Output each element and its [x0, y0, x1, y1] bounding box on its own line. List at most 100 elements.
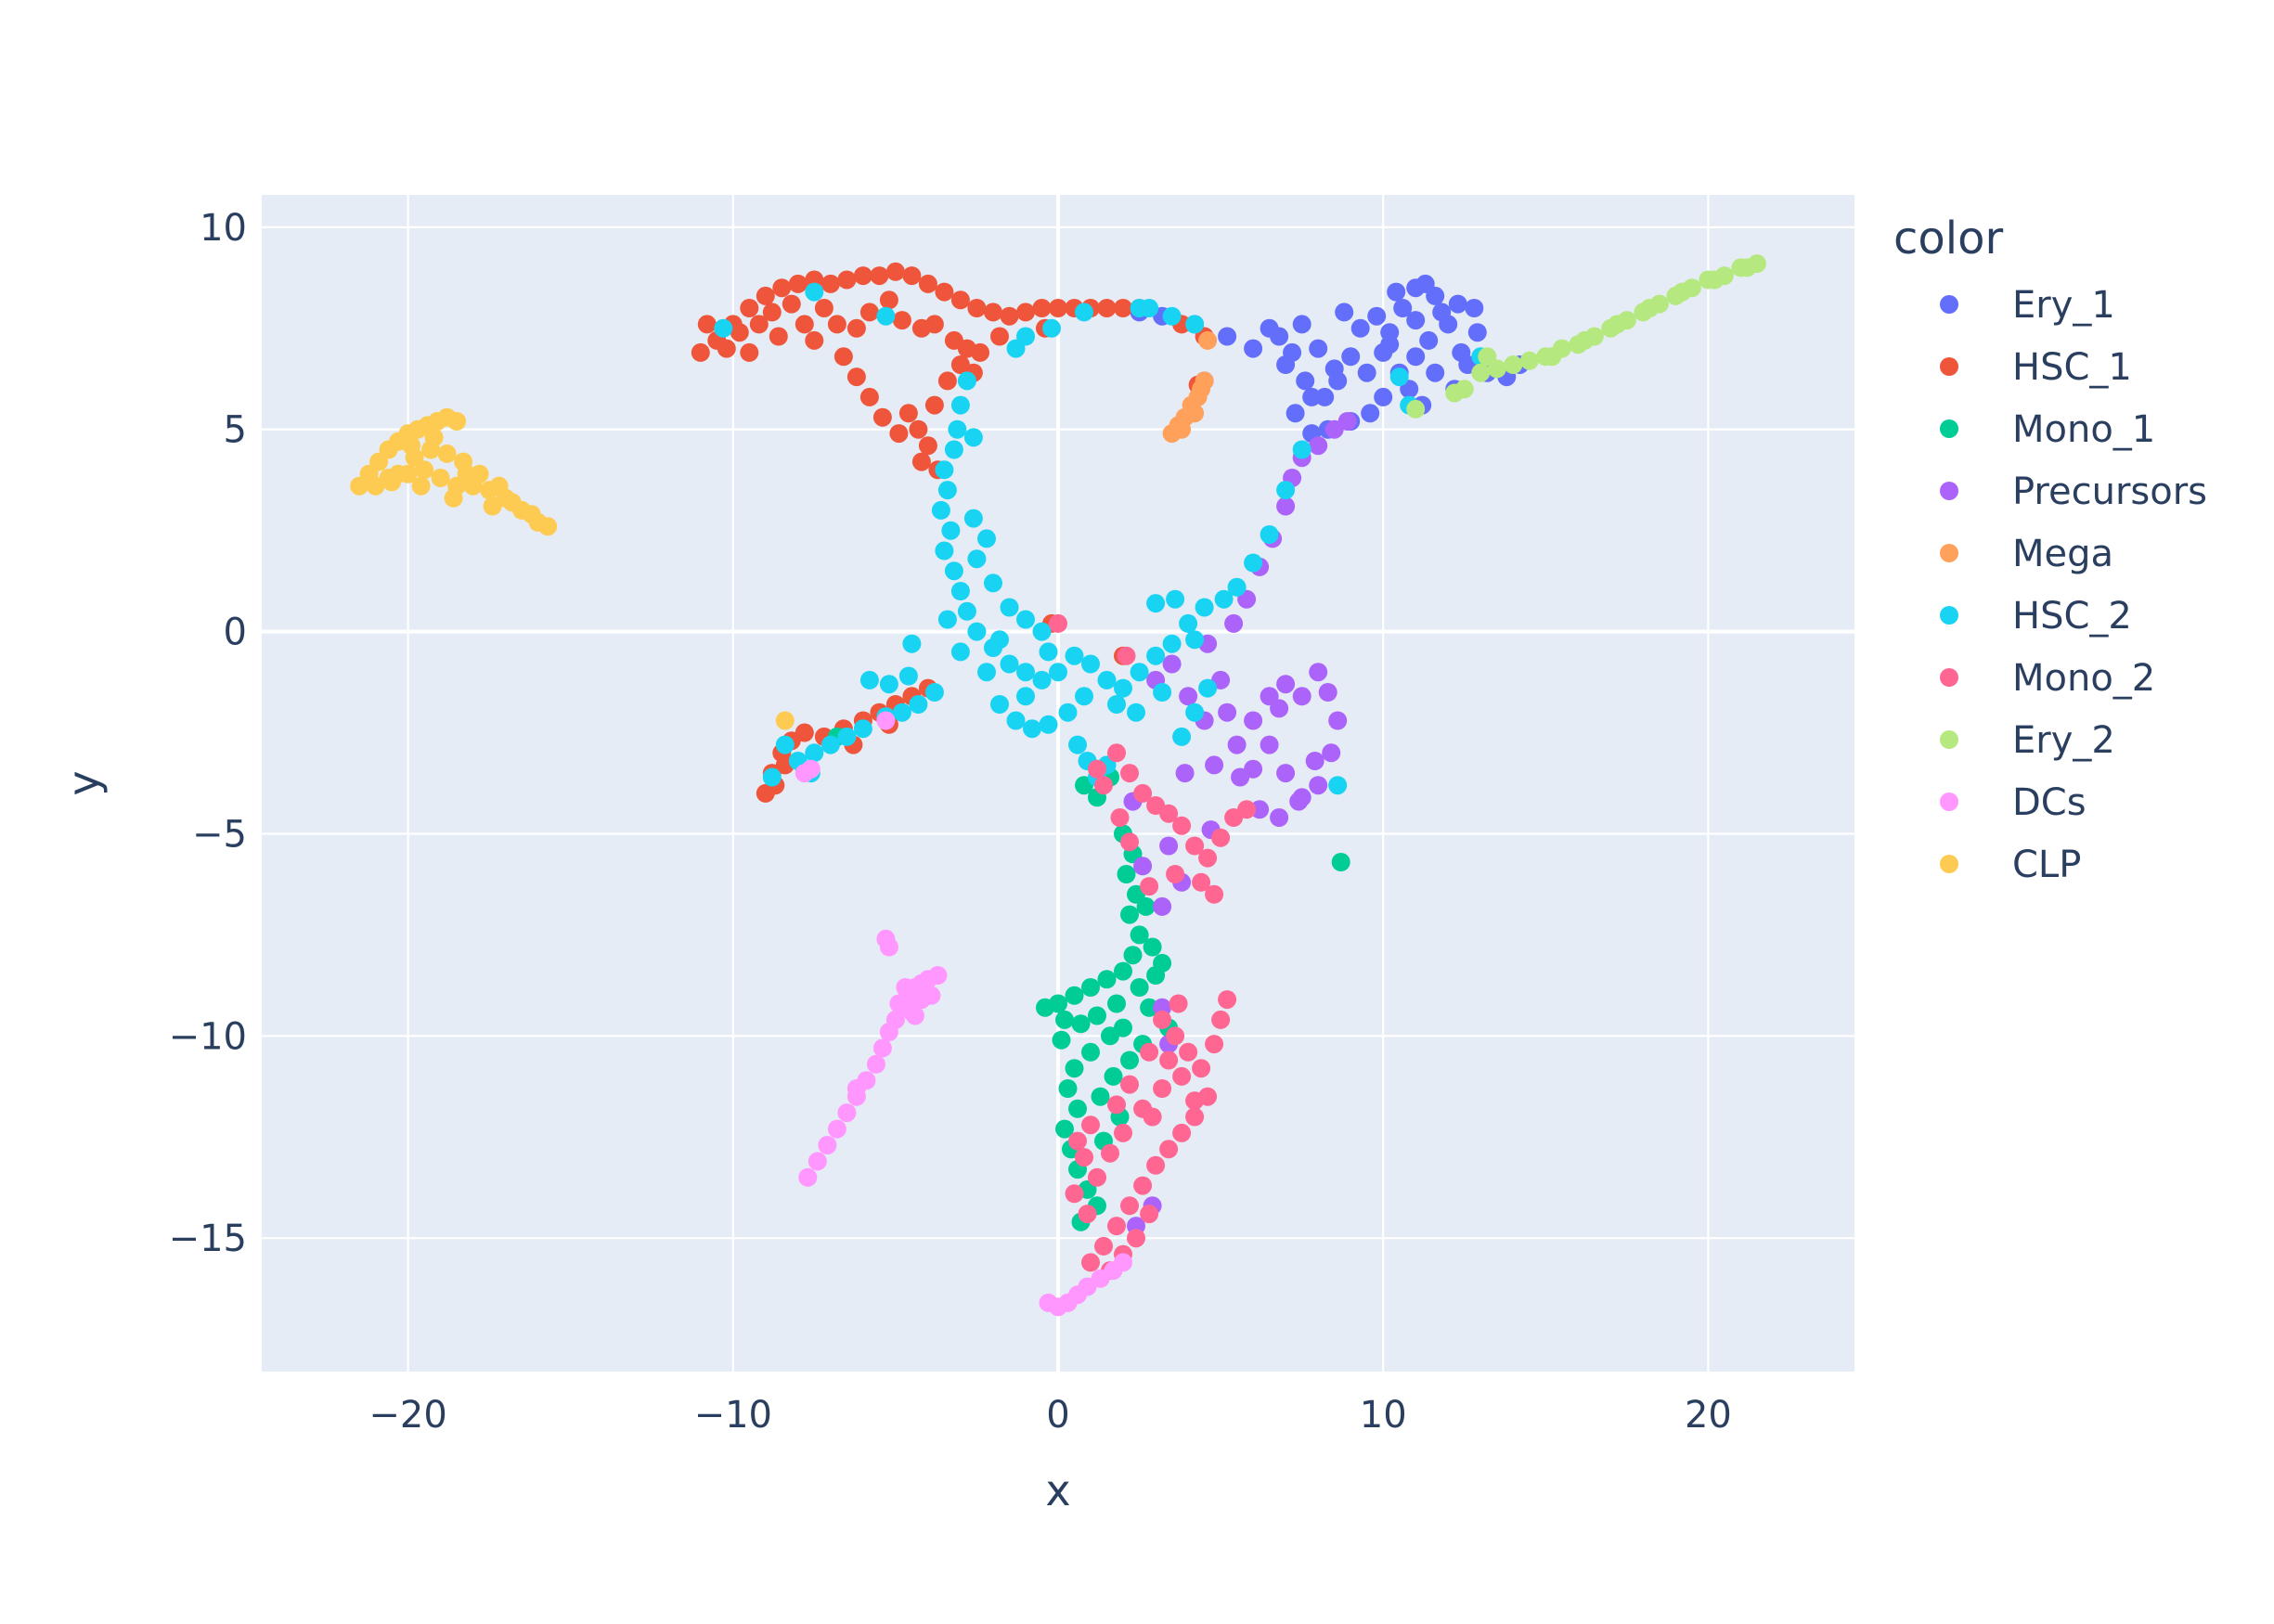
- legend-item-mega[interactable]: Mega: [1940, 533, 2113, 575]
- data-point: [1309, 436, 1328, 456]
- legend-item-hsc-1[interactable]: HSC_1: [1940, 346, 2132, 389]
- data-point: [1331, 853, 1350, 871]
- data-point: [1380, 323, 1400, 342]
- data-point: [1504, 355, 1523, 374]
- data-point: [1071, 1014, 1091, 1034]
- data-point: [1159, 836, 1179, 856]
- data-point: [944, 561, 963, 581]
- data-point: [1374, 387, 1393, 406]
- data-point: [1068, 735, 1087, 754]
- data-point: [1153, 1010, 1172, 1029]
- data-point: [1478, 347, 1497, 367]
- data-point: [1276, 764, 1296, 783]
- data-point: [1000, 598, 1019, 617]
- data-point: [1374, 342, 1393, 362]
- data-point: [1195, 598, 1214, 617]
- data-point: [950, 582, 970, 600]
- data-point: [1322, 743, 1341, 763]
- data-point: [1415, 274, 1435, 293]
- y-tick-label: −10: [169, 1015, 247, 1058]
- data-point: [1088, 1006, 1106, 1025]
- data-point: [1094, 776, 1113, 795]
- data-point: [1705, 270, 1725, 290]
- legend-item-ery-2[interactable]: Ery_2: [1940, 719, 2115, 762]
- data-point: [859, 303, 879, 322]
- legend-item-dcs[interactable]: DCs: [1940, 781, 2087, 824]
- data-point: [411, 476, 431, 496]
- data-point: [876, 306, 896, 326]
- data-point: [937, 371, 957, 391]
- legend-marker: [1940, 668, 1958, 687]
- data-point: [1169, 994, 1188, 1013]
- data-point: [1218, 990, 1237, 1010]
- legend-marker: [1940, 419, 1958, 438]
- data-point: [1260, 318, 1279, 338]
- data-point: [1270, 808, 1289, 827]
- data-point: [1162, 306, 1182, 326]
- legend-item-mono-1[interactable]: Mono_1: [1940, 408, 2155, 451]
- legend-label: CLP: [2012, 844, 2081, 886]
- legend-marker: [1940, 793, 1958, 811]
- data-point: [1244, 339, 1263, 358]
- data-point: [1175, 764, 1195, 783]
- data-point: [1049, 299, 1067, 317]
- data-point: [820, 274, 840, 293]
- data-point: [1107, 743, 1126, 763]
- data-point: [805, 282, 824, 302]
- data-point: [1032, 670, 1052, 690]
- data-point: [924, 395, 944, 415]
- data-point: [1185, 702, 1205, 722]
- data-point: [1133, 1176, 1153, 1195]
- legend[interactable]: color Ery_1 HSC_1 Mono_1 Precursors Mega HSC_…: [1893, 213, 2207, 886]
- data-point: [762, 767, 782, 787]
- data-point: [1357, 363, 1376, 382]
- legend-label: HSC_1: [2012, 346, 2132, 389]
- data-point: [1130, 978, 1149, 997]
- data-point: [691, 342, 710, 362]
- data-point: [984, 303, 1002, 322]
- legend-item-clp[interactable]: CLP: [1940, 844, 2081, 886]
- data-point: [1162, 654, 1182, 674]
- data-point: [489, 476, 509, 496]
- data-point: [1104, 1066, 1123, 1086]
- data-point: [1000, 654, 1019, 674]
- data-point: [818, 1136, 837, 1154]
- legend-item-ery-1[interactable]: Ery_1: [1940, 284, 2115, 327]
- data-point: [846, 318, 866, 338]
- data-point: [1162, 634, 1182, 653]
- data-point: [1127, 1229, 1145, 1248]
- data-point: [967, 299, 987, 317]
- legend-item-precursors[interactable]: Precursors: [1940, 470, 2207, 513]
- data-point: [915, 982, 935, 1001]
- data-point: [502, 493, 522, 512]
- legend-item-mono-2[interactable]: Mono_2: [1940, 657, 2155, 700]
- legend-item-hsc-2[interactable]: HSC_2: [1940, 595, 2132, 638]
- data-point: [1608, 315, 1627, 334]
- data-point: [1159, 804, 1179, 823]
- data-point: [1006, 339, 1026, 358]
- data-point: [1185, 1107, 1205, 1127]
- data-point: [924, 315, 944, 334]
- data-point: [1454, 380, 1474, 399]
- data-point: [1198, 678, 1218, 698]
- data-point: [1179, 687, 1198, 706]
- data-point: [1292, 315, 1311, 334]
- data-point: [483, 496, 502, 516]
- data-point: [1335, 303, 1354, 322]
- data-point: [1146, 1155, 1166, 1175]
- data-point: [935, 541, 954, 561]
- data-point: [1146, 594, 1166, 613]
- data-point: [827, 1119, 846, 1139]
- data-point: [990, 630, 1009, 650]
- data-point: [1114, 1018, 1132, 1038]
- data-point: [1140, 1042, 1159, 1062]
- data-point: [1195, 371, 1214, 391]
- legend-marker: [1940, 855, 1958, 873]
- data-point: [1117, 865, 1136, 883]
- data-point: [1140, 877, 1159, 896]
- data-point: [740, 299, 759, 317]
- data-point: [1172, 419, 1192, 439]
- series-hsc-2: [714, 282, 1491, 795]
- data-point: [522, 505, 541, 524]
- data-point: [1260, 735, 1279, 754]
